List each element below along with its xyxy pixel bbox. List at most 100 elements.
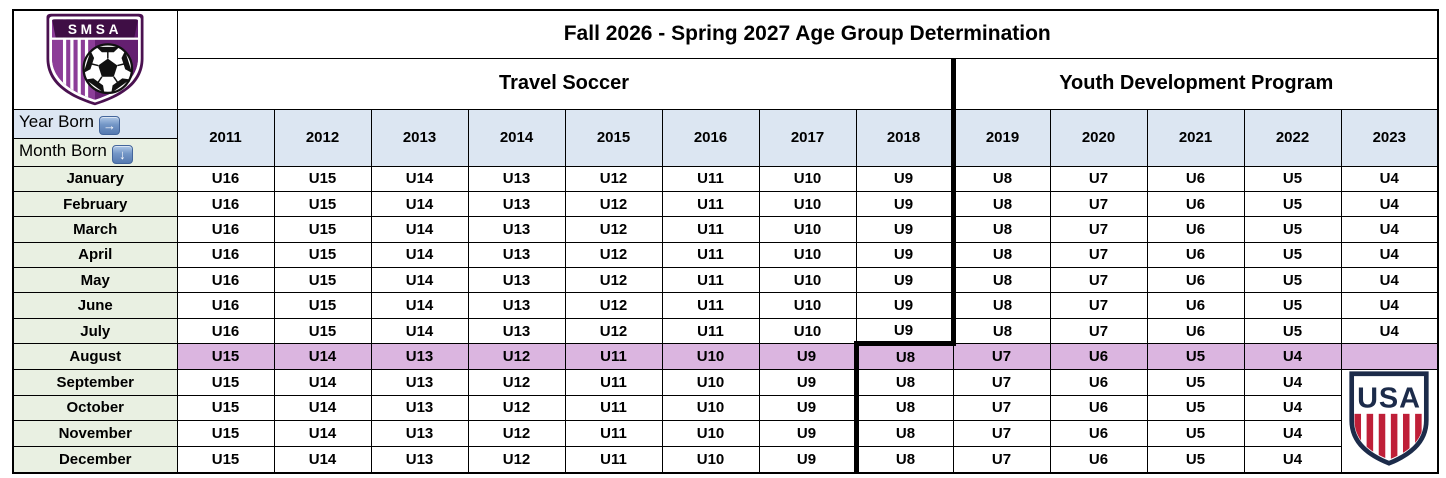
year-header-2016: 2016 — [661, 108, 760, 167]
age-cell: U9 — [758, 343, 857, 370]
age-cell: U14 — [370, 190, 469, 218]
age-cell: U6 — [1049, 343, 1148, 370]
age-cell: U7 — [952, 368, 1051, 396]
age-cell: U9 — [855, 317, 954, 345]
age-cell: U11 — [661, 190, 760, 218]
age-cell: U11 — [661, 292, 760, 319]
age-cell: U4 — [1243, 446, 1342, 474]
age-cell: U13 — [467, 241, 566, 269]
age-cell: U15 — [176, 420, 275, 448]
age-cell: U9 — [758, 394, 857, 422]
age-cell: U11 — [661, 317, 760, 345]
age-cell: U7 — [1049, 216, 1148, 243]
age-cell: U13 — [467, 165, 566, 192]
age-cell: U8 — [853, 420, 954, 448]
year-header-2021: 2021 — [1146, 108, 1245, 167]
age-cell: U8 — [950, 165, 1051, 192]
age-cell: U11 — [564, 420, 663, 448]
section-travel-soccer: Travel Soccer — [176, 57, 954, 110]
year-header-2023: 2023 — [1340, 108, 1439, 167]
age-cell: U6 — [1049, 368, 1148, 396]
month-label: August — [12, 343, 178, 370]
age-cell: U15 — [176, 394, 275, 422]
month-row-may: May U16 U15 U14 U13 U12 U11 U10 U9 U8 U7 U6 U5 U4 — [12, 267, 1439, 294]
age-cell: U11 — [564, 446, 663, 474]
age-cell: U4 — [1340, 165, 1439, 192]
age-cell: U14 — [370, 216, 469, 243]
age-cell: U15 — [273, 216, 372, 243]
age-cell: U15 — [176, 368, 275, 396]
age-cell: U6 — [1049, 420, 1148, 448]
month-row-october: October U15 U14 U13 U12 U11 U10 U9 U8 U7 U6 U5 U4 — [12, 394, 1438, 422]
age-cell: U15 — [273, 241, 372, 269]
year-born-header: Year Born → — [12, 108, 178, 139]
month-row-march: March U16 U15 U14 U13 U12 U11 U10 U9 U8 U7 U6 U5 U4 — [12, 216, 1439, 243]
year-header-2013: 2013 — [370, 108, 469, 167]
age-cell: U9 — [855, 267, 954, 294]
age-cell: U8 — [950, 216, 1051, 243]
age-cell: U8 — [853, 341, 954, 370]
age-cell: U4 — [1243, 394, 1342, 422]
age-cell: U15 — [176, 446, 275, 474]
month-label: January — [12, 165, 178, 192]
age-cell: U12 — [564, 241, 663, 269]
age-cell: U11 — [564, 368, 663, 396]
month-label: February — [12, 190, 178, 218]
age-cell: U16 — [176, 190, 275, 218]
age-cell: U6 — [1146, 165, 1245, 192]
age-cell: U13 — [370, 420, 469, 448]
age-cell: U12 — [467, 368, 566, 396]
year-header-2020: 2020 — [1049, 108, 1148, 167]
age-cell: U5 — [1146, 368, 1245, 396]
section-youth-development-program: Youth Development Program — [950, 57, 1439, 110]
age-cell: U5 — [1146, 394, 1245, 422]
age-cell: U14 — [273, 343, 372, 370]
year-header-2011: 2011 — [176, 108, 275, 167]
usa-logo-cell: USA — [1340, 368, 1439, 474]
age-cell: U13 — [370, 446, 469, 474]
age-cell: U6 — [1146, 216, 1245, 243]
age-cell: U10 — [661, 343, 760, 370]
age-cell: U14 — [273, 446, 372, 474]
age-cell: U8 — [950, 317, 1051, 345]
age-cell: U12 — [467, 446, 566, 474]
age-cell: U14 — [370, 317, 469, 345]
year-header-2018: 2018 — [855, 108, 954, 167]
age-cell: U15 — [273, 292, 372, 319]
age-cell: U13 — [370, 343, 469, 370]
age-cell: U16 — [176, 165, 275, 192]
age-cell: U13 — [370, 368, 469, 396]
age-cell: U5 — [1243, 241, 1342, 269]
age-cell: U7 — [952, 394, 1051, 422]
year-header-2014: 2014 — [467, 108, 566, 167]
age-cell: U4 — [1243, 343, 1342, 370]
month-row-august: August U15 U14 U13 U12 U11 U10 U9 U8 U7 U6 U5 U4 — [12, 341, 1439, 370]
age-cell: U6 — [1146, 190, 1245, 218]
age-cell: U5 — [1243, 292, 1342, 319]
age-cell: U10 — [661, 394, 760, 422]
age-cell: U6 — [1049, 394, 1148, 422]
month-born-label: Month Born — [19, 140, 107, 160]
age-cell: U10 — [661, 368, 760, 396]
age-cell: U14 — [370, 241, 469, 269]
age-cell: U13 — [467, 292, 566, 319]
year-born-arrow-button[interactable]: → — [98, 116, 120, 135]
age-cell: U15 — [176, 343, 275, 370]
year-header-2022: 2022 — [1243, 108, 1342, 167]
age-cell: U7 — [952, 446, 1051, 474]
age-cell: U4 — [1340, 190, 1439, 218]
soccer-ball-icon — [82, 43, 134, 95]
month-label: October — [12, 394, 178, 422]
age-cell: U9 — [855, 216, 954, 243]
month-born-arrow-button[interactable]: ↓ — [111, 144, 133, 164]
age-cell: U9 — [855, 165, 954, 192]
age-cell: U5 — [1146, 343, 1245, 370]
age-cell: U14 — [370, 165, 469, 192]
page-title: Fall 2026 - Spring 2027 Age Group Determ… — [176, 9, 1439, 59]
age-cell: U13 — [370, 394, 469, 422]
age-cell: U4 — [1340, 292, 1439, 319]
month-label: July — [12, 317, 178, 345]
age-cell: U8 — [950, 267, 1051, 294]
month-label: May — [12, 267, 178, 294]
